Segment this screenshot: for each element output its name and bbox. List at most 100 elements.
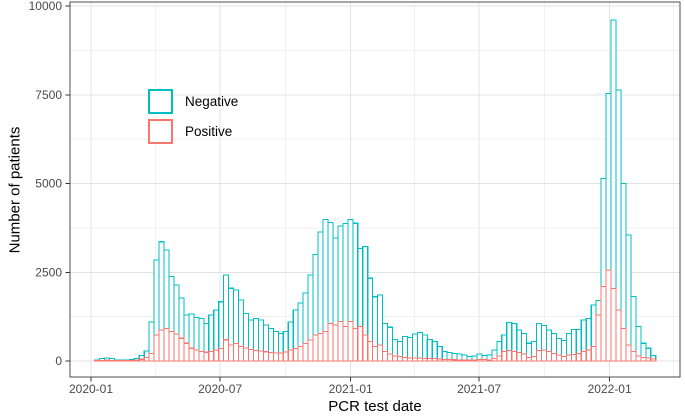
legend-key-positive-swatch	[148, 119, 173, 144]
bars-negative	[94, 19, 657, 362]
bar-positive	[292, 347, 299, 362]
bar-positive	[580, 351, 587, 362]
bar-positive	[352, 327, 359, 362]
bar-negative	[421, 334, 428, 362]
axis-ticks	[65, 5, 611, 382]
bar-positive	[605, 269, 612, 362]
bar-positive	[436, 358, 443, 362]
bar-positive	[426, 357, 433, 362]
y-tick-label: 10000	[29, 0, 63, 13]
bar-positive	[367, 341, 374, 362]
bar-positive	[267, 351, 274, 362]
bar-positive	[193, 349, 200, 362]
bar-positive	[441, 358, 448, 362]
bar-positive	[213, 349, 220, 362]
bar-positive	[252, 349, 259, 362]
bar-positive	[585, 349, 592, 362]
y-tick-label: 7500	[35, 88, 62, 102]
bar-positive	[570, 353, 577, 362]
bar-positive	[391, 355, 399, 362]
bar-positive	[158, 329, 165, 362]
bar-positive	[545, 351, 553, 362]
bar-positive	[516, 352, 523, 362]
bar-positive	[208, 351, 215, 362]
bar-positive	[133, 359, 140, 362]
bar-positive	[526, 356, 533, 362]
bar-positive	[521, 353, 528, 362]
y-tick-label: 0	[55, 354, 62, 368]
bar-positive	[476, 359, 483, 362]
bar-positive	[501, 351, 508, 362]
panel-border	[69, 1, 681, 378]
bar-positive	[168, 330, 175, 362]
bar-positive	[416, 357, 423, 362]
bar-positive	[531, 356, 538, 362]
bar-positive	[322, 330, 329, 362]
bar-positive	[173, 333, 180, 362]
bar-positive	[645, 357, 652, 362]
bar-positive	[640, 356, 647, 362]
bar-positive	[377, 344, 384, 362]
bar-positive	[560, 356, 567, 362]
bar-positive	[610, 287, 617, 362]
bar-positive	[297, 346, 304, 362]
bar-positive	[257, 350, 264, 362]
bar-positive	[461, 359, 468, 362]
bar-positive	[332, 324, 339, 362]
bar-positive	[327, 322, 334, 362]
bar-positive	[307, 339, 314, 362]
bar-positive	[486, 359, 493, 362]
bar-positive	[287, 349, 294, 362]
bar-positive	[312, 334, 319, 362]
bar-positive	[357, 326, 364, 362]
bar-positive	[550, 352, 557, 362]
bar-positive	[451, 359, 458, 362]
bar-positive	[218, 347, 225, 362]
bar-positive	[511, 351, 518, 362]
bar-positive	[188, 347, 195, 362]
bar-positive	[401, 356, 408, 362]
bar-positive	[411, 357, 418, 362]
legend-key-negative-swatch	[148, 89, 173, 114]
bar-positive	[317, 332, 324, 362]
bar-positive	[183, 342, 190, 362]
x-tick-label: 2020-07	[198, 382, 242, 396]
bar-positive	[431, 358, 438, 362]
bar-positive	[620, 327, 627, 362]
bar-positive	[590, 346, 597, 362]
bar-positive	[565, 354, 572, 362]
bar-positive	[471, 359, 478, 362]
bar-positive	[302, 342, 309, 362]
bar-positive	[496, 355, 503, 362]
bar-positive	[446, 359, 453, 362]
y-axis-title: Number of patients	[6, 126, 24, 254]
legend-label-positive: Positive	[185, 124, 233, 139]
x-tick-label: 2020-01	[69, 382, 113, 396]
bars-positive	[94, 269, 657, 362]
bar-positive	[128, 359, 135, 362]
x-tick-label: 2021-07	[457, 382, 501, 396]
bar-positive	[615, 309, 622, 362]
bar-positive	[481, 358, 488, 362]
bar-positive	[242, 347, 250, 362]
bar-positive	[362, 334, 369, 362]
bar-positive	[262, 351, 269, 362]
bar-positive	[406, 357, 413, 362]
bar-positive	[223, 339, 230, 362]
legend: Negative Positive	[148, 89, 238, 149]
bar-positive	[506, 350, 513, 362]
bar-positive	[143, 357, 150, 362]
bar-positive	[103, 359, 111, 362]
bar-positive	[555, 354, 562, 362]
legend-item-positive: Positive	[148, 119, 238, 144]
bar-positive	[382, 351, 389, 362]
bar-positive	[277, 352, 284, 362]
bar-positive	[466, 359, 473, 362]
bar-positive	[203, 351, 210, 362]
x-tick-label: 2022-01	[588, 382, 632, 396]
bar-positive	[153, 334, 160, 362]
bar-negative	[411, 333, 418, 362]
bar-positive	[600, 285, 607, 362]
y-tick-label: 5000	[35, 177, 62, 191]
